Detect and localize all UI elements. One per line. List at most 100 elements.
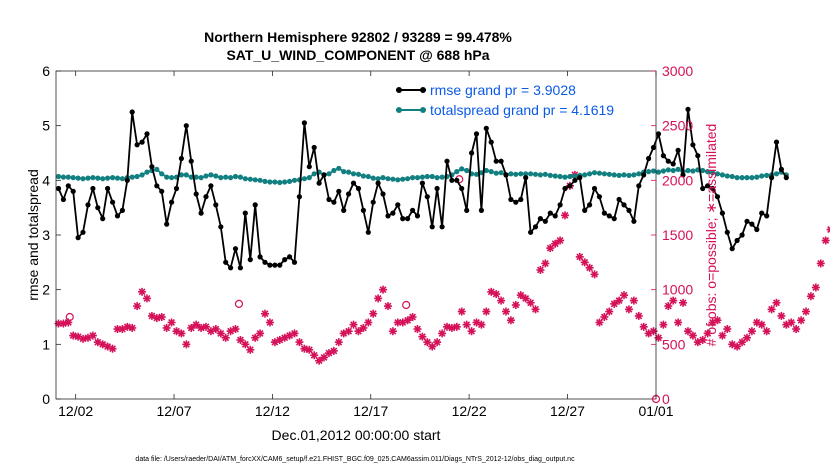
totalspread-point [410,175,416,181]
rmse-point [105,185,111,192]
obs-assimilated-marker [261,309,270,318]
totalspread-point [110,175,116,181]
totalspread-point [542,171,548,177]
x-tick-label: 12/27 [550,403,585,419]
totalspread-point [567,173,573,180]
obs-assimilated-marker [802,307,810,316]
rmse-point [336,188,342,194]
obs-assimilated-marker [811,283,820,292]
rmse-point [710,185,716,192]
rmse-point [159,188,165,194]
y-right-tick-label: 1500 [662,227,693,243]
totalspread-point [562,174,568,180]
obs-assimilated-marker [315,356,324,365]
obs-assimilated-marker [133,302,142,311]
rmse-point [341,207,347,213]
totalspread-point [380,175,386,181]
rmse-point [252,202,258,208]
rmse-point [552,213,558,219]
obs-assimilated-marker [688,331,697,340]
obs-assimilated-marker [826,225,830,234]
obs-assimilated-marker [605,307,614,316]
totalspread-point [705,169,711,175]
obs-assimilated-marker [418,332,427,341]
totalspread-point [55,173,62,180]
totalspread-point [257,177,263,183]
obs-assimilated-marker [285,331,294,340]
obs-assimilated-marker [664,302,673,311]
obs-assimilated-marker [59,319,68,328]
obs-assimilated-marker [787,318,796,327]
totalspread-point [114,175,121,181]
series-layer [54,106,830,404]
rmse-point [439,224,445,230]
rmse-point [606,213,612,219]
y-right-tick-label: 1000 [662,282,693,298]
rmse-point [616,196,622,203]
obs-possible-marker [402,300,411,310]
rmse-point [410,207,416,213]
totalspread-point [60,174,66,180]
obs-assimilated-marker [364,318,373,327]
obs-assimilated-marker [295,338,304,347]
x-tick-label: 12/22 [452,403,487,419]
totalspread-point [557,173,563,180]
rmse-point [316,180,322,186]
y-left-tick-label: 2 [42,282,50,298]
totalspread-point [242,176,248,182]
rmse-point [139,139,145,145]
totalspread-point [744,175,750,181]
rmse-point [783,175,789,181]
totalspread-point [169,175,175,181]
rmse-point [375,180,381,186]
rmse-point [749,221,755,227]
totalspread-point [144,169,150,175]
rmse-point [641,172,647,178]
y-right-tick-label: 0 [662,391,670,407]
rmse-point [232,246,239,252]
obs-assimilated-marker [433,338,442,347]
rmse-point [95,205,101,211]
rmse-point [734,237,740,244]
obs-assimilated-marker [138,287,147,296]
totalspread-point [134,173,140,180]
totalspread-point [178,172,184,178]
rmse-point [759,210,765,216]
obs-assimilated-marker [383,302,392,311]
obs-assimilated-marker [128,323,137,332]
rmse-point [769,175,775,181]
rmse-point [326,196,332,203]
totalspread-point [734,175,740,181]
totalspread-point [100,176,106,182]
rmse-point [213,202,219,208]
totalspread-point [473,171,480,177]
totalspread-point [129,174,135,180]
obs-assimilated-marker [379,285,388,294]
rmse-point [154,183,160,189]
totalspread-point [154,166,160,172]
legend-rmse-marker [396,87,402,93]
obs-assimilated-marker [462,320,471,329]
totalspread-point [518,171,524,177]
rmse-point [400,216,406,222]
rmse-point [183,123,189,129]
obs-assimilated-marker [374,294,383,303]
rmse-point [282,257,288,263]
totalspread-point [252,177,258,183]
totalspread-point [459,166,465,172]
totalspread-point [572,173,578,179]
obs-assimilated-marker [541,259,550,268]
rmse-point [621,202,627,208]
totalspread-point [90,175,96,181]
totalspread-point [439,174,445,180]
totalspread-point [287,178,293,184]
totalspread-point [105,175,111,181]
rmse-point [169,199,175,205]
totalspread-point [773,171,780,177]
obs-assimilated-marker [413,325,422,334]
rmse-point [626,207,632,213]
obs-assimilated-marker [182,340,191,349]
rmse-point [572,177,578,183]
rmse-point [90,185,96,192]
obs-assimilated-marker [639,322,648,331]
